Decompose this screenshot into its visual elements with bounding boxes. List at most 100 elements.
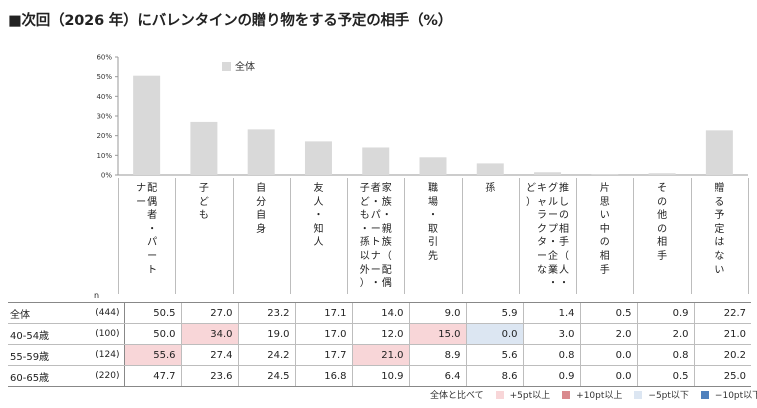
row-label: 全体 (8, 302, 86, 324)
table-cell: 23.2 (237, 302, 295, 324)
category-label-column: 友人・知人 (313, 183, 324, 249)
table-cell: 0.0 (579, 344, 637, 366)
category-label-column: 者・パートナー・ (370, 183, 381, 290)
table-cell: 12.0 (351, 323, 409, 345)
column-divider (518, 178, 520, 294)
row-n: (124) (86, 344, 124, 366)
category-label: 孫 (462, 178, 519, 294)
category-label-column: 職場・取引先 (427, 183, 438, 262)
category-label-column: 自分自身 (256, 183, 267, 235)
row-label: 60-65歳 (8, 365, 86, 387)
category-label-column: グループ・企業・ (548, 183, 559, 290)
column-divider (289, 178, 291, 294)
category-label-column: ど） (526, 183, 537, 208)
bar (190, 121, 218, 175)
table-cell: 21.0 (351, 344, 409, 366)
category-label: 職場・取引先 (404, 178, 461, 294)
table-cell: 50.0 (123, 323, 181, 345)
legend-item-label: −5pt以下 (648, 391, 689, 401)
category-label-column: 子ども・孫以外） (359, 183, 370, 290)
legend-item-label: +5pt以上 (509, 391, 551, 401)
bar-chart: 0% 10% 20% 30% 40% 50% 60% 全体 (96, 54, 748, 180)
y-tick-label: 50% (96, 73, 112, 81)
table-cell: 8.6 (465, 365, 523, 387)
table-cell: 17.0 (294, 323, 352, 345)
table-cell: 23.6 (180, 365, 238, 387)
y-tick-label: 20% (96, 132, 112, 140)
category-label: 自分自身 (233, 178, 290, 294)
column-divider (118, 178, 119, 294)
category-label-column: 配偶者・パート (147, 183, 158, 276)
column-divider (748, 178, 749, 294)
table-cell: 1.4 (522, 302, 580, 324)
column-divider (404, 178, 406, 294)
column-divider (232, 178, 234, 294)
table-cell: 2.0 (636, 323, 694, 345)
y-tick-label: 40% (96, 93, 112, 101)
legend-swatch (222, 62, 231, 71)
y-tick-label: 10% (96, 152, 112, 160)
category-label: 子ども (175, 178, 232, 294)
category-label-column: 子ども (198, 183, 209, 222)
category-label: 友人・知人 (290, 178, 347, 294)
bar (362, 147, 390, 175)
table-cell: 8.9 (408, 344, 466, 366)
row-label: 40-54歳 (8, 323, 86, 345)
table-cell: 20.2 (693, 344, 751, 366)
table-cell: 34.0 (180, 323, 238, 345)
table-cell: 25.0 (693, 365, 751, 387)
category-label: その他の相手 (633, 178, 690, 294)
row-label: 55-59歳 (8, 344, 86, 366)
bar (419, 157, 447, 175)
bar (534, 172, 562, 175)
legend-swatch (700, 390, 709, 399)
row-n: (444) (86, 302, 124, 324)
table-cell: 21.0 (693, 323, 751, 345)
table-cell: 9.0 (408, 302, 466, 324)
table-cell: 17.1 (294, 302, 352, 324)
table-cell: 14.0 (351, 302, 409, 324)
n-label: n (94, 291, 100, 300)
table-cell: 27.4 (180, 344, 238, 366)
table-cell: 0.8 (636, 344, 694, 366)
y-tick-label: 60% (96, 54, 112, 62)
table-cell: 24.2 (237, 344, 295, 366)
table-cell: 5.9 (465, 302, 523, 324)
difference-legend: 全体と比べて +5pt以上 +10pt以上 −5pt以下 −10pt以下 (430, 388, 757, 401)
table-cell: 0.9 (636, 302, 694, 324)
table-cell: 0.8 (522, 344, 580, 366)
table-cell: 0.0 (579, 365, 637, 387)
table-cell: 50.5 (123, 302, 181, 324)
table-cell: 27.0 (180, 302, 238, 324)
column-divider (633, 178, 635, 294)
table-row: 55-59歳 (124) 55.6 27.4 24.2 17.7 21.0 8.9 5.6 0.8… (8, 344, 751, 366)
table-cell: 47.7 (123, 365, 181, 387)
category-label: 推しの相手（人・グループ・企業・キャラクターなど） (519, 178, 576, 294)
table-cell: 2.0 (579, 323, 637, 345)
table-cell: 55.6 (123, 344, 181, 366)
table-cell: 24.5 (237, 365, 295, 387)
bar (705, 130, 733, 175)
bar (133, 75, 161, 175)
category-label: 片思い中の相手 (576, 178, 633, 294)
legend-intro: 全体と比べて (430, 391, 484, 401)
row-n: (100) (86, 323, 124, 345)
category-label: 贈る予定はない (691, 178, 748, 294)
column-divider (690, 178, 692, 294)
category-label: 家族・親族（配偶者・パートナー・子ども・孫以外） (347, 178, 404, 294)
category-label: 配偶者・パートナー (118, 178, 175, 294)
legend-label: 全体 (235, 60, 255, 73)
category-label-column: キャラクターな (537, 183, 548, 276)
category-label-column: 贈る予定はない (714, 183, 725, 276)
table-cell: 0.9 (522, 365, 580, 387)
table-row: 全体 (444) 50.5 27.0 23.2 17.1 14.0 9.0 5.9 1.4 0.5 0… (8, 302, 751, 324)
legend-swatch (495, 390, 504, 399)
bar (247, 129, 275, 175)
legend-swatch (634, 390, 643, 399)
category-label-column: その他の相手 (657, 183, 668, 262)
column-divider (461, 178, 463, 294)
results-table: 全体 (444) 50.5 27.0 23.2 17.1 14.0 9.0 5.9 1.4 0.5 0… (8, 302, 751, 387)
row-n: (220) (86, 365, 124, 387)
table-cell: 5.6 (465, 344, 523, 366)
table-cell: 0.0 (465, 323, 523, 345)
